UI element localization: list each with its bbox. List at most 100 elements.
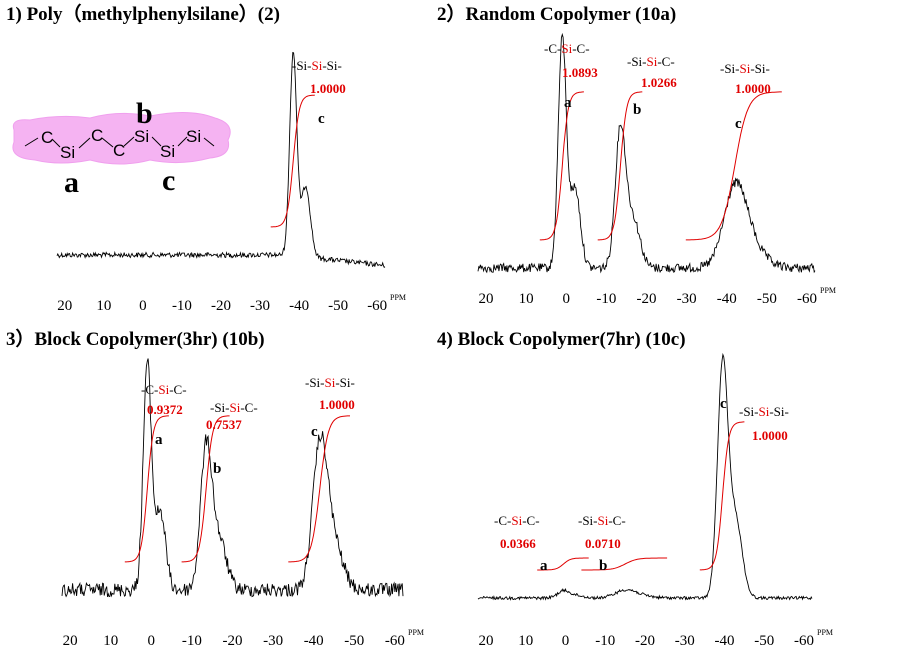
x-tick-label: -20	[223, 633, 243, 649]
molecule-label-a: a	[64, 166, 79, 199]
peak-fragment-label: -Si-Si-Si-	[292, 58, 342, 73]
peak-fragment-label: -C-Si-C-	[544, 41, 590, 56]
peak-letter: b	[633, 102, 641, 118]
peak-fragment-label: -Si-Si-Si-	[305, 375, 355, 390]
peak-letter: c	[318, 111, 325, 127]
integral-curve	[597, 91, 643, 241]
x-tick-label: -60	[797, 291, 817, 307]
x-tick-label: -40	[715, 633, 735, 649]
spectrum-line	[477, 352, 813, 601]
x-axis-label: PPM	[408, 628, 424, 637]
molecule-bonds	[24, 136, 215, 149]
molecule-atom: Si	[186, 127, 201, 146]
x-tick-label: -30	[677, 291, 697, 307]
peak-letter: b	[599, 558, 607, 574]
peak-fragment-label: -Si-Si-C-	[627, 54, 675, 69]
x-tick-label: -20	[635, 633, 655, 649]
chart-title: 1) Poly（methylphenylsilane）(2)	[6, 2, 280, 25]
peak-fragment-label: -Si-Si-Si-	[739, 404, 789, 419]
integral-curve	[124, 415, 169, 563]
integral-curve	[581, 557, 668, 571]
x-tick-label: 10	[96, 298, 111, 314]
spectrum-line	[61, 358, 404, 598]
x-tick-label: -50	[344, 633, 364, 649]
spectrum-panel: 1) Poly（methylphenylsilane）(2) -Si-Si-Si-…	[6, 2, 406, 314]
integral-curve	[288, 415, 350, 563]
x-tick-label: -60	[794, 633, 814, 649]
integral-curve	[537, 557, 589, 571]
x-tick-label: 0	[562, 633, 570, 649]
x-tick-label: -10	[596, 291, 616, 307]
molecule-atom: C	[91, 126, 103, 145]
x-tick-label: 20	[479, 291, 494, 307]
x-tick-label: -30	[263, 633, 283, 649]
x-tick-label: 10	[519, 291, 534, 307]
peak-integral-value: 1.0893	[562, 65, 598, 80]
x-tick-label: 0	[148, 633, 156, 649]
molecule-atom: Si	[134, 127, 149, 146]
x-tick-label: 20	[57, 298, 72, 314]
x-tick-label: -30	[250, 298, 270, 314]
molecule-highlight	[12, 111, 231, 165]
peak-letter: a	[564, 95, 572, 111]
spectrum-line	[56, 51, 386, 268]
peak-integral-value: 0.0710	[585, 536, 621, 551]
x-tick-label: -50	[328, 298, 348, 314]
peak-fragment-label: -Si-Si-Si-	[720, 61, 770, 76]
integral-curve	[539, 91, 584, 241]
peak-integral-value: 0.0366	[500, 536, 536, 551]
peak-integral-value: 1.0000	[735, 81, 771, 96]
x-tick-label: 20	[63, 633, 78, 649]
x-tick-label: -10	[595, 633, 615, 649]
peak-letter: a	[540, 558, 548, 574]
molecule-diagram: C Si C C Si Si Si a b c	[12, 97, 231, 199]
peak-letter: c	[311, 424, 318, 440]
peak-letter: b	[213, 461, 221, 477]
x-axis-label: PPM	[820, 286, 836, 295]
x-tick-label: -50	[754, 633, 774, 649]
peak-letter: a	[155, 432, 163, 448]
integral-curve	[181, 415, 230, 563]
x-tick-label: 20	[478, 633, 493, 649]
x-tick-label: -10	[182, 633, 202, 649]
peak-fragment-label: -Si-Si-C-	[210, 400, 258, 415]
x-tick-label: -40	[304, 633, 324, 649]
molecule-label-c: c	[162, 164, 175, 197]
x-tick-label: -20	[637, 291, 657, 307]
peak-letter: c	[735, 116, 742, 132]
chart-title: 4) Block Copolymer(7hr) (10c)	[437, 329, 686, 350]
x-tick-label: -60	[367, 298, 387, 314]
x-tick-label: 0	[563, 291, 571, 307]
x-tick-label: -20	[211, 298, 231, 314]
peak-letter: c	[720, 396, 727, 412]
x-tick-label: 10	[518, 633, 533, 649]
peak-integral-value: 1.0266	[641, 75, 677, 90]
spectrum-panel: 4) Block Copolymer(7hr) (10c) -C-Si-C- 0.0…	[437, 329, 833, 649]
peak-integral-value: 1.0000	[310, 81, 346, 96]
x-tick-label: 10	[103, 633, 118, 649]
x-tick-label: -10	[172, 298, 192, 314]
x-tick-label: -40	[289, 298, 309, 314]
spectrum-line	[477, 32, 816, 274]
molecule-atom: Si	[160, 142, 175, 161]
peak-integral-value: 1.0000	[319, 397, 355, 412]
peak-fragment-label: -C-Si-C-	[141, 382, 187, 397]
peak-integral-value: 0.7537	[206, 417, 242, 432]
integral-curve	[699, 421, 745, 571]
molecule-label-b: b	[136, 97, 153, 130]
molecule-atom: Si	[60, 143, 75, 162]
peak-fragment-label: -Si-Si-C-	[578, 513, 626, 528]
spectrum-panel: 2）Random Copolymer (10a) -C-Si-C- 1.0893 a -…	[437, 2, 836, 307]
molecule-atom: C	[113, 141, 125, 160]
integral-curve	[270, 94, 315, 228]
x-axis-label: PPM	[390, 293, 406, 302]
peak-integral-value: 1.0000	[752, 428, 788, 443]
x-tick-label: -30	[675, 633, 695, 649]
peak-fragment-label: -C-Si-C-	[494, 513, 540, 528]
x-tick-label: 0	[139, 298, 147, 314]
x-tick-label: -40	[717, 291, 737, 307]
chart-title: 3）Block Copolymer(3hr) (10b)	[6, 327, 265, 350]
chart-title: 2）Random Copolymer (10a)	[437, 2, 676, 25]
x-tick-label: -60	[385, 633, 405, 649]
